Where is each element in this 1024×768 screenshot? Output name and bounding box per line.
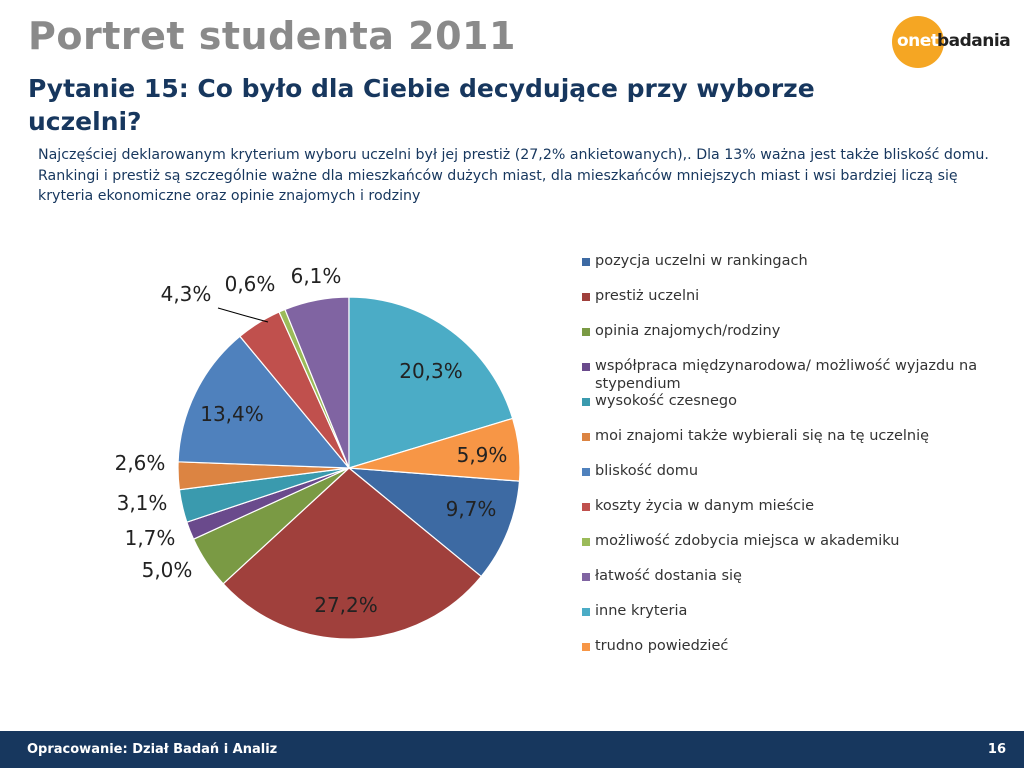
pie-slice-2 (222, 467, 483, 640)
legend-item-7: bliskość domu (582, 462, 992, 480)
legend-item-11: inne kryteria (582, 602, 992, 620)
legend-swatch-6 (582, 433, 590, 441)
pie-chart: 9,7% 27,2% 5,0% 1,7% 3,1% 2,6% 13,4% 4,3% 0,6% 6,… (115, 264, 521, 640)
footer-bar: Opracowanie: Dział Badań i Analiz 16 (0, 731, 1024, 768)
legend-swatch-10 (582, 573, 590, 581)
legend-item-12: trudno powiedzieć (582, 637, 992, 655)
legend-swatch-11 (582, 608, 590, 616)
logo-onet-text: onet (897, 31, 939, 51)
legend-swatch-5 (582, 398, 590, 406)
legend-label-5: wysokość czesnego (595, 393, 737, 409)
pie-label-8: 4,3% (161, 282, 212, 306)
legend-item-3: opinia znajomych/rodziny (582, 322, 992, 340)
legend-label-7: bliskość domu (595, 463, 699, 479)
logo-badania-text: badania (937, 31, 1011, 51)
legend-label-8: koszty życia w danym mieście (595, 498, 815, 514)
legend-label-4: współpraca międzynarodowa/ możliwość wyj… (595, 358, 978, 392)
legend-item-5: wysokość czesnego (582, 392, 992, 410)
page-title: Portret studenta 2011 (28, 14, 516, 58)
pie-label-6: 2,6% (115, 451, 166, 475)
legend-label-11: inne kryteria (595, 603, 688, 619)
pie-label-4: 1,7% (125, 526, 176, 550)
logo-circle-icon (892, 16, 944, 68)
pie-slice-11 (348, 296, 514, 469)
description-text: Najczęściej deklarowanym kryterium wybor… (38, 147, 989, 204)
legend-item-9: możliwość zdobycia miejsca w akademiku (582, 532, 992, 550)
page-number: 16 (987, 742, 1006, 757)
legend-item-2: prestiż uczelni (582, 287, 992, 305)
legend-swatch-3 (582, 328, 590, 336)
legend-item-1: pozycja uczelni w rankingach (582, 252, 992, 270)
legend-swatch-7 (582, 468, 590, 476)
onet-badania-logo: onet badania (890, 14, 1020, 70)
pie-label-10: 6,1% (291, 264, 342, 288)
question-heading: Pytanie 15: Co było dla Ciebie decydując… (28, 74, 815, 136)
legend-label-1: pozycja uczelni w rankingach (595, 253, 808, 269)
pie-label-11: 20,3% (399, 359, 463, 383)
legend-swatch-4 (582, 363, 590, 371)
legend-swatch-8 (582, 503, 590, 511)
legend-label-10: łatwość dostania się (595, 568, 742, 584)
pie-label-9: 0,6% (225, 272, 276, 296)
pie-label-7: 13,4% (200, 402, 264, 426)
pie-label-2: 27,2% (314, 593, 378, 617)
pie-label-1: 9,7% (446, 497, 497, 521)
legend-item-10: łatwość dostania się (582, 567, 992, 585)
pie-label-5: 3,1% (117, 491, 168, 515)
leader-line-koszty (217, 307, 269, 323)
pie-slice-1 (347, 467, 521, 578)
legend-label-2: prestiż uczelni (595, 288, 700, 304)
legend-label-9: możliwość zdobycia miejsca w akademiku (595, 533, 900, 549)
legend-item-8: koszty życia w danym mieście (582, 497, 992, 515)
pie-label-12: 5,9% (457, 443, 508, 467)
legend-swatch-9 (582, 538, 590, 546)
legend-item-4: współpraca międzynarodowa/ możliwość wyj… (582, 357, 992, 393)
legend-swatch-1 (582, 258, 590, 266)
legend-swatch-2 (582, 293, 590, 301)
legend-label-3: opinia znajomych/rodziny (595, 323, 781, 339)
pie-slice-12 (348, 417, 521, 482)
pie-label-3: 5,0% (142, 558, 193, 582)
footer-credit: Opracowanie: Dział Badań i Analiz (27, 742, 278, 757)
pie-slice-7 (177, 335, 351, 469)
legend-label-6: moi znajomi także wybierali się na tę uc… (595, 428, 930, 444)
legend-label-12: trudno powiedzieć (595, 638, 729, 654)
legend-item-6: moi znajomi także wybierali się na tę uc… (582, 427, 992, 445)
legend-swatch-12 (582, 643, 590, 651)
